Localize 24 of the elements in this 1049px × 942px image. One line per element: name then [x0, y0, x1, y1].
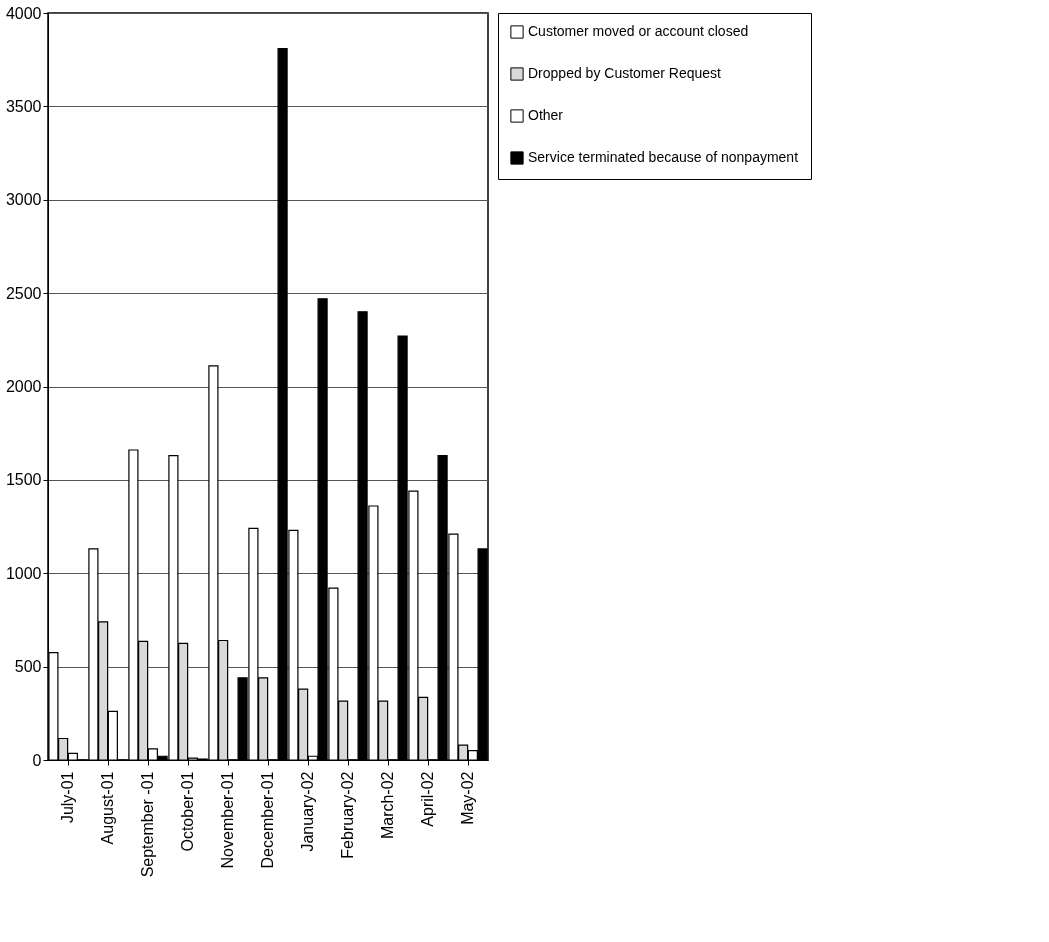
legend-label: Service terminated because of nonpayment [528, 149, 799, 165]
y-tick-label: 4000 [5, 4, 42, 22]
y-tick-label: 1500 [5, 471, 42, 489]
y-tick-label: 3000 [5, 191, 42, 209]
x-tick-label: September -01 [139, 771, 156, 878]
y-tick-label: 0 [32, 751, 42, 769]
x-tick-label: November-01 [219, 771, 236, 869]
y-tick-label: 2000 [5, 378, 42, 395]
legend-label: Customer moved or account closed [528, 23, 749, 39]
y-tick-label: 500 [14, 658, 42, 676]
x-tick-label: December-01 [259, 771, 276, 869]
x-tick-label: August-01 [99, 771, 116, 845]
y-tick-label: 1000 [5, 564, 42, 582]
x-tick-label: July-01 [59, 771, 76, 824]
x-tick-label: January-02 [299, 771, 316, 852]
legend-label: Dropped by Customer Request [528, 65, 722, 81]
legend-label: Other [528, 107, 564, 123]
x-tick-label: May-02 [459, 771, 476, 825]
x-tick-label: April-02 [419, 771, 436, 827]
y-tick-label: 2500 [5, 284, 42, 302]
x-tick-label: October-01 [179, 771, 196, 852]
y-tick-label: 3500 [5, 97, 42, 115]
x-tick-label: February-02 [339, 771, 356, 859]
x-tick-label: March-02 [379, 771, 396, 840]
